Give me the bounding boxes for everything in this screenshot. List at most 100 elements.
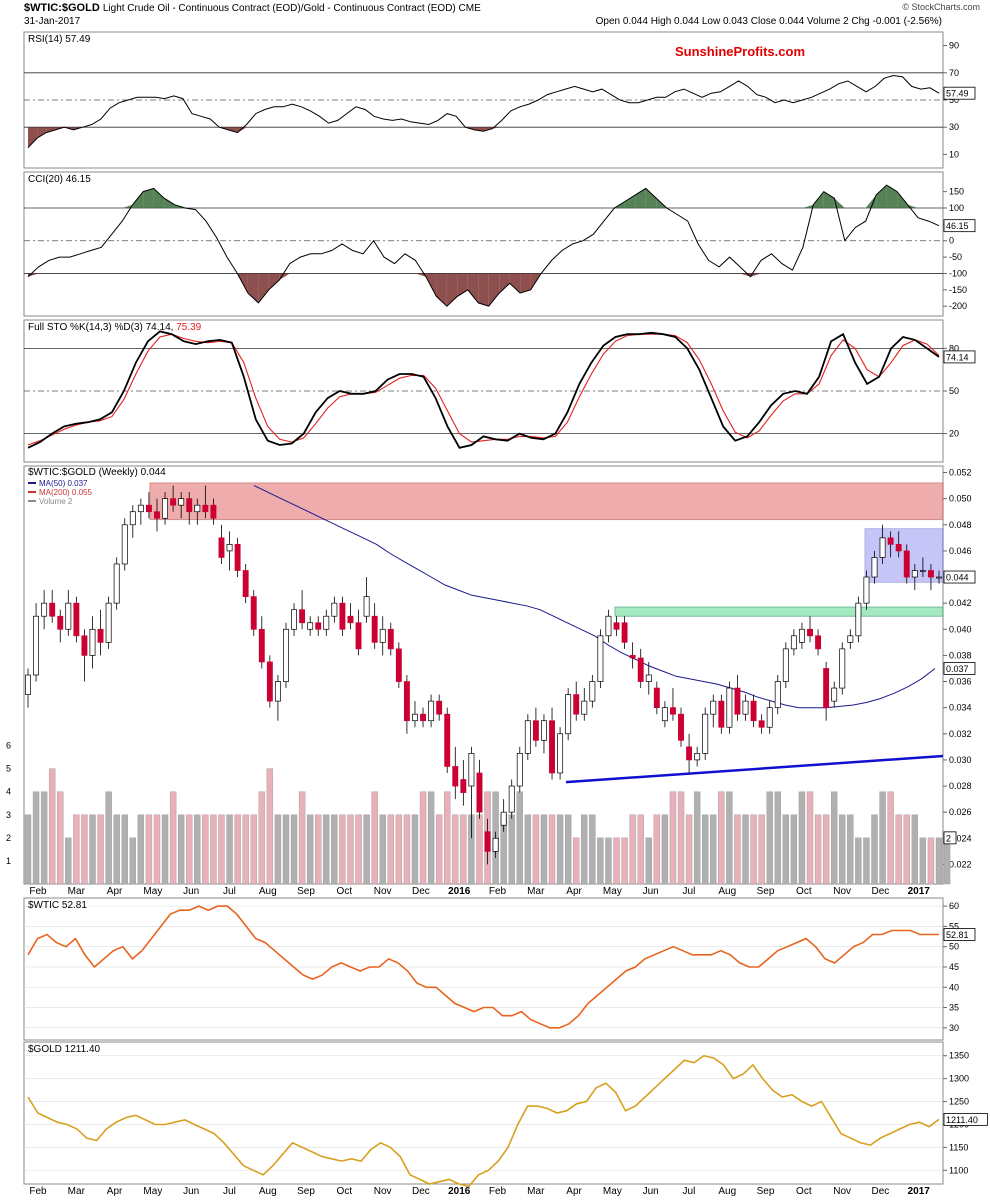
volume-bar (532, 814, 540, 885)
y-tick-label: 0.038 (949, 650, 972, 660)
candle-body (137, 504, 144, 513)
volume-bar (210, 814, 217, 885)
y-tick-label: 50 (949, 95, 959, 105)
cci-oversold-fill (499, 273, 510, 294)
y-tick-label: 0.024 (949, 833, 972, 843)
candle-body (774, 681, 781, 709)
x-axis-label: Jun (183, 886, 199, 897)
candle-body (927, 570, 934, 578)
cci-oversold-fill (446, 273, 458, 307)
wtic-title: $WTIC 52.81 (28, 900, 87, 911)
volume-bar (460, 814, 467, 885)
volume-axis-label: 3 (6, 810, 11, 820)
y-tick-label: 35 (949, 1003, 959, 1013)
volume-bar (355, 814, 362, 885)
candle-body (702, 713, 709, 754)
sto-k-line (27, 330, 940, 449)
last-value-tag (943, 1113, 988, 1126)
candle-body (307, 622, 314, 630)
candle-body (863, 576, 870, 604)
y-tick-label: 1150 (949, 1142, 968, 1152)
legend-entry: MA(200) 0.055 (39, 488, 92, 497)
rsi-title: RSI(14) 57.49 (28, 34, 91, 45)
volume-bar (887, 791, 894, 885)
volume-bar (564, 814, 572, 885)
y-tick-label: 30 (949, 1023, 959, 1033)
panel-frame-rsi (23, 31, 944, 169)
rsi-oversold-fill (492, 127, 502, 129)
x-axis-label: Mar (68, 886, 86, 897)
sto-d-line (27, 333, 940, 446)
candle-body (847, 635, 854, 643)
candle-body (258, 628, 265, 663)
candle-body (645, 674, 652, 682)
candle-body (484, 831, 491, 852)
volume-bar (258, 791, 265, 885)
panel-frame-price (23, 465, 944, 885)
volume-bar (613, 837, 620, 885)
volume-bar (589, 814, 596, 885)
cci-overbought-fill (865, 194, 877, 208)
volume-bar (331, 814, 338, 885)
candle-body (718, 700, 725, 728)
last-value-tag (943, 219, 976, 233)
volume-bar (306, 814, 314, 885)
x-axis-label: Jun (643, 1186, 659, 1197)
candle-body (387, 628, 394, 650)
x-axis-label: Mar (527, 1186, 545, 1197)
candle-body (347, 615, 354, 624)
y-tick-label: -50 (949, 252, 962, 262)
y-tick-label: -150 (949, 285, 967, 295)
price-title: $WTIC:$GOLD (Weekly) 0.044 (28, 467, 166, 478)
volume-bar (395, 814, 403, 885)
volume-bar (653, 814, 661, 885)
y-tick-label: -200 (949, 301, 967, 311)
cci-oversold-fill (509, 273, 521, 294)
y-tick-label: 70 (949, 68, 959, 78)
candle-body (371, 615, 378, 643)
candle-body (452, 766, 459, 787)
x-axis-label: Nov (833, 886, 851, 897)
cci-overbought-fill (153, 188, 165, 208)
candle-body (25, 674, 31, 695)
symbol-title: $WTIC:$GOLD Light Crude Oil - Continuous… (24, 2, 481, 14)
x-axis-label: Feb (489, 886, 507, 897)
panel-frame-cci (23, 171, 944, 317)
x-axis-label: Mar (68, 1186, 86, 1197)
candle-body (266, 661, 273, 702)
volume-bar (621, 837, 628, 885)
candle-body (670, 707, 676, 715)
x-axis-label: 2016 (448, 886, 471, 897)
candle-body (194, 504, 201, 513)
x-axis-label: May (143, 886, 162, 897)
y-tick-label: 1250 (949, 1097, 969, 1107)
y-tick-label: 0.026 (949, 807, 972, 817)
y-tick-label: 0.022 (949, 859, 972, 869)
candle-body (339, 602, 346, 630)
volume-bar (750, 814, 757, 885)
cci-overbought-fill (823, 191, 835, 208)
volume-bar (508, 814, 515, 885)
x-axis-label: May (603, 886, 622, 897)
volume-bar (758, 814, 765, 885)
y-tick-label: 1100 (949, 1165, 968, 1175)
volume-bar (298, 791, 306, 885)
y-tick-label: 90 (949, 41, 959, 51)
candle-body (541, 720, 547, 741)
volume-bar (234, 814, 241, 885)
volume-bar (911, 814, 919, 885)
x-axis-label: Aug (718, 1186, 736, 1197)
y-tick-label: 100 (949, 203, 964, 213)
volume-axis-label: 2 (6, 833, 11, 843)
volume-bar (573, 837, 580, 885)
y-tick-label: 50 (949, 386, 959, 396)
x-axis-label: Jun (183, 1186, 199, 1197)
x-axis-label: Dec (872, 1186, 890, 1197)
y-tick-label: 0.030 (949, 755, 972, 765)
x-axis-label: Sep (757, 886, 775, 897)
candle-body (41, 602, 48, 617)
volume-bar (218, 814, 225, 885)
volume-bar (895, 814, 902, 885)
volume-bar (274, 814, 282, 885)
candle-body (460, 779, 467, 793)
